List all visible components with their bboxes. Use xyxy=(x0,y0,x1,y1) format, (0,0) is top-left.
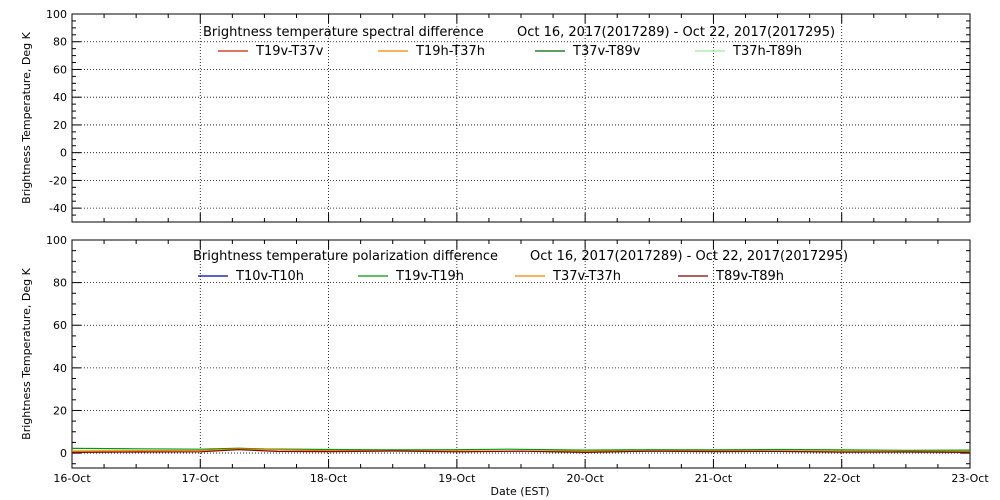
y-tick-label: 20 xyxy=(53,119,67,132)
x-tick-label: 20-Oct xyxy=(566,472,604,485)
y-tick-label: -40 xyxy=(49,202,67,215)
y-tick-label: 80 xyxy=(53,277,67,290)
chart-panels: -40 -20 0 20 40 60 80 100 Brightness Temperature… xyxy=(20,8,989,485)
y-tick-label: 20 xyxy=(53,404,67,417)
panel-title: Brightness temperature spectral differen… xyxy=(203,25,484,40)
chart-panel-1: -40 -20 0 20 40 60 80 100 Brightness Temperature… xyxy=(20,8,971,223)
y-axis-title: Brightness Temperature, Deg K xyxy=(20,267,33,439)
x-axis-title: Date (EST) xyxy=(490,485,549,498)
x-tick-label: 17-Oct xyxy=(182,472,220,485)
legend-label: T19v-T19h xyxy=(395,269,464,284)
legend-label: T19h-T37h xyxy=(415,44,485,59)
legend-label: T37v-T89v xyxy=(572,44,641,59)
y-tick-label: 60 xyxy=(53,319,67,332)
y-tick-label: 40 xyxy=(53,362,67,375)
panel-date-range: Oct 16, 2017(2017289) - Oct 22, 2017(201… xyxy=(530,249,848,264)
legend-label: T19v-T37v xyxy=(255,44,324,59)
y-tick-label: 100 xyxy=(46,234,67,247)
series-line-t89v-t89h xyxy=(71,449,971,454)
legend-label: T10v-T10h xyxy=(235,269,304,284)
y-tick-label: 60 xyxy=(53,63,67,76)
chart-panel-2: 0 20 40 60 80 100 Brightness Temperature, Deg … xyxy=(20,234,971,469)
legend-label: T37h-T89h xyxy=(732,44,802,59)
y-tick-label: 0 xyxy=(60,147,67,160)
x-tick-label: 23-Oct xyxy=(951,472,989,485)
y-tick-label: 80 xyxy=(53,36,67,49)
legend-label: T89v-T89h xyxy=(715,269,784,284)
y-axis-title: Brightness Temperature, Deg K xyxy=(20,31,33,203)
x-tick-label: 16-Oct xyxy=(53,472,91,485)
panel-title: Brightness temperature polarization diff… xyxy=(193,249,498,264)
x-tick-label: 18-Oct xyxy=(310,472,348,485)
y-tick-label: 0 xyxy=(60,447,67,460)
x-tick-label: 21-Oct xyxy=(695,472,733,485)
x-tick-label: 19-Oct xyxy=(438,472,476,485)
series-line-t19v-t19h xyxy=(71,447,971,451)
x-tick-label: 22-Oct xyxy=(823,472,861,485)
legend-label: T37v-T37h xyxy=(552,269,621,284)
y-tick-label: 100 xyxy=(46,8,67,21)
panel-date-range: Oct 16, 2017(2017289) - Oct 22, 2017(201… xyxy=(517,25,835,40)
y-tick-label: 40 xyxy=(53,91,67,104)
y-tick-label: -20 xyxy=(49,174,67,187)
